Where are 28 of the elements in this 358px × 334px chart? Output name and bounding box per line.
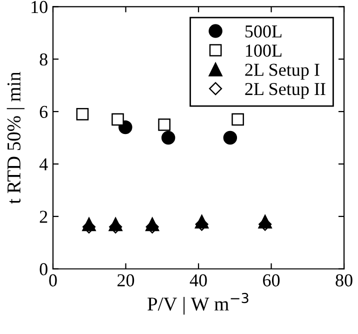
legend-label: 500L [245,25,282,38]
y-tick-label: 6 [40,106,48,118]
y-tick-label: 0 [40,263,48,276]
point [112,113,124,126]
y-tick-label: 2 [40,210,48,223]
point [158,118,170,131]
y-tick-label: 10 [32,0,48,14]
point [258,214,272,229]
point [194,214,209,229]
point [232,113,244,126]
legend-label: 2L Setup I [245,64,320,80]
y-tick-label: 8 [40,53,48,66]
x-tick-label: 20 [118,274,134,286]
x-tick-label: 40 [190,274,207,286]
x-tick-label: 60 [263,274,280,286]
legend-label: 100L [246,44,282,57]
y-tick-label: 4 [39,158,48,170]
point [145,217,160,232]
legend-label: 2L Setup II [245,82,326,99]
point [76,108,89,120]
x-tick-label: 80 [336,274,352,286]
point [223,130,238,145]
y-axis-title: t RTD 50% | min [6,72,25,204]
point [108,217,122,232]
x-tick-label: 0 [49,274,57,286]
point [161,130,176,145]
point [82,217,96,232]
x-axis-title: P/V | W m$^{−3}$ [148,292,248,315]
